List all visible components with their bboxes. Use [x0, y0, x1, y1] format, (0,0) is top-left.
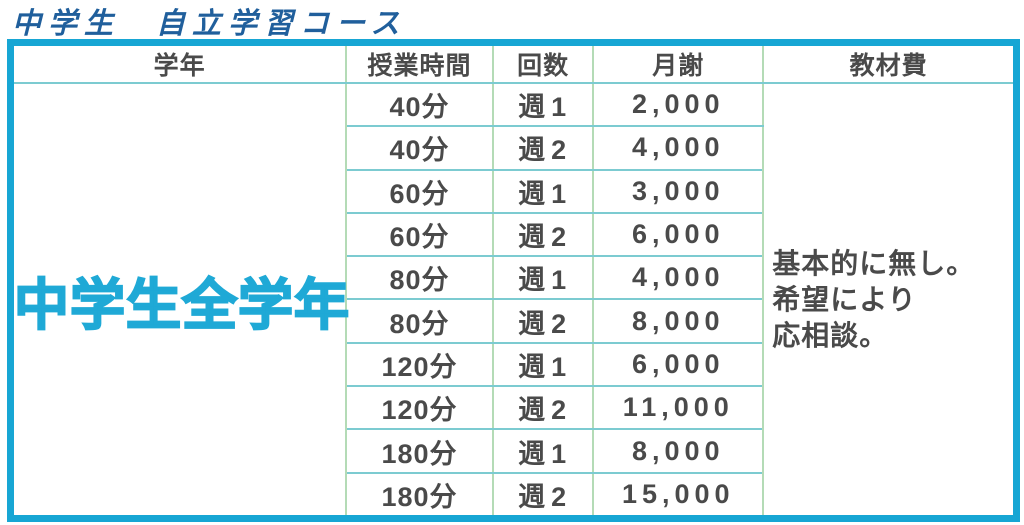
cell-frequency: 週2 [491, 125, 595, 171]
materials-note-line: 応相談。 [772, 319, 889, 351]
cell-frequency: 週2 [491, 211, 595, 258]
table-row: 180分 週2 15,000 [11, 471, 1017, 520]
cell-fee: 6,000 [592, 341, 765, 388]
materials-merged-cell: 基本的に無し。 希望により 応相談。 [762, 82, 1018, 520]
cell-time: 80分 [345, 255, 494, 301]
cell-fee: 4,000 [592, 255, 765, 301]
pricing-table: 学年 授業時間 回数 月謝 教材費 中学生全学年 40分 週1 2,000 基本… [7, 39, 1020, 522]
cell-frequency: 週1 [491, 168, 595, 214]
header-time: 授業時間 [345, 41, 494, 84]
cell-fee: 8,000 [592, 298, 765, 344]
cell-frequency: 週2 [491, 298, 595, 344]
cell-time: 60分 [345, 211, 494, 258]
table-row: 中学生全学年 40分 週1 2,000 基本的に無し。 希望により 応相談。 [9, 81, 1018, 520]
materials-note-line: 基本的に無し。 [772, 247, 976, 279]
cell-frequency: 週2 [491, 385, 595, 431]
cell-frequency: 週1 [491, 428, 595, 474]
cell-time: 80分 [345, 298, 494, 344]
cell-time: 180分 [345, 428, 494, 474]
table-row: 180分 週1 8,000 [11, 428, 1017, 474]
cell-time: 120分 [345, 341, 494, 388]
header-grade: 学年 [9, 41, 348, 84]
table-row: 60分 週1 3,000 [11, 168, 1017, 214]
materials-note-line: 希望により [772, 283, 917, 315]
cell-time: 40分 [345, 125, 494, 171]
header-fee: 月謝 [592, 41, 765, 84]
cell-frequency: 週1 [491, 255, 595, 301]
cell-frequency: 週1 [491, 81, 595, 128]
header-row: 学年 授業時間 回数 月謝 教材費 [9, 41, 1018, 84]
header-materials: 教材費 [762, 41, 1018, 84]
table-row: 60分 週2 6,000 [11, 211, 1017, 258]
table-row: 120分 週1 6,000 [11, 341, 1017, 388]
cell-fee: 2,000 [592, 81, 765, 128]
cell-time: 180分 [345, 471, 494, 520]
cell-fee: 15,000 [592, 471, 765, 520]
cell-frequency: 週1 [491, 341, 595, 388]
grade-merged-cell: 中学生全学年 [9, 82, 350, 520]
table-row: 120分 週2 11,000 [11, 385, 1017, 431]
page-title: 中学生 自立学習コース [12, 8, 407, 40]
cell-fee: 4,000 [592, 125, 765, 171]
header-frequency: 回数 [491, 41, 595, 84]
table-row: 80分 週1 4,000 [11, 255, 1017, 301]
cell-time: 40分 [345, 81, 494, 128]
cell-fee: 8,000 [592, 428, 765, 474]
cell-time: 60分 [345, 168, 494, 214]
cell-fee: 11,000 [592, 385, 765, 431]
cell-frequency: 週2 [491, 471, 595, 520]
cell-fee: 3,000 [592, 168, 765, 214]
table-row: 80分 週2 8,000 [11, 298, 1017, 344]
cell-fee: 6,000 [592, 211, 765, 258]
table-row: 40分 週2 4,000 [11, 125, 1017, 171]
cell-time: 120分 [345, 385, 494, 431]
